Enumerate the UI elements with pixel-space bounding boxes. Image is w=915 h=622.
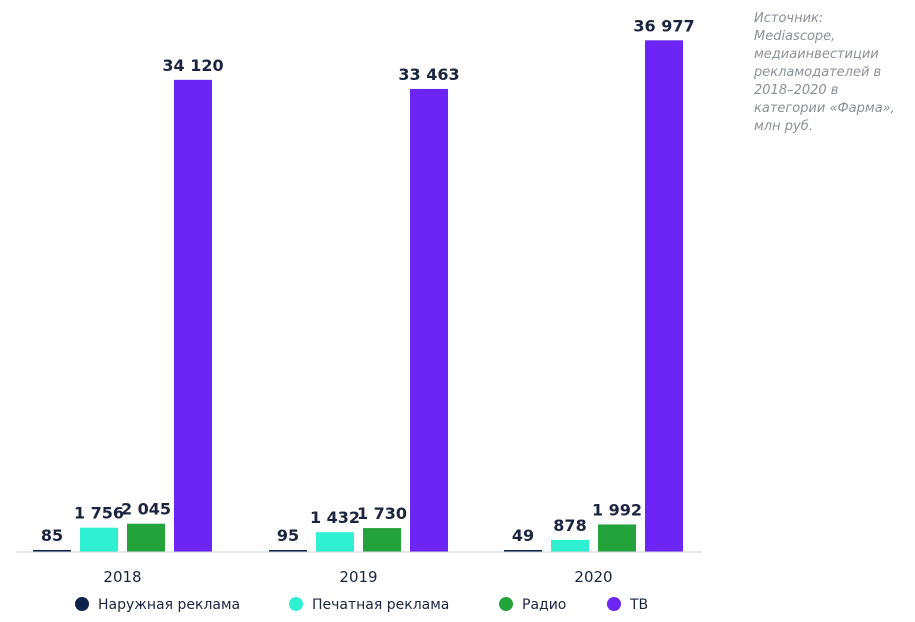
value-label-2018-1: 85 (41, 526, 63, 545)
legend-label-2: Печатная реклама (312, 597, 449, 613)
x-tick-2020: 2020 (574, 568, 612, 586)
value-label-2019-1: 95 (277, 526, 299, 545)
legend: Наружная реклама Печатная реклама Радио ТВ (75, 597, 648, 613)
x-tick-2018: 2018 (103, 568, 141, 586)
value-label-2019-3: 1 730 (357, 504, 407, 523)
x-tick-2019: 2019 (339, 568, 377, 586)
value-label-2020-2: 878 (553, 516, 586, 535)
bar-2020-4 (645, 40, 683, 553)
bar-2020-2 (551, 539, 589, 552)
value-label-2020-3: 1 992 (592, 500, 642, 519)
bar-2018-2 (80, 527, 118, 552)
value-label-2019-2: 1 432 (310, 508, 360, 527)
value-label-2020-4: 36 977 (633, 16, 694, 35)
bar-2019-1 (269, 550, 307, 552)
bar-2018-4 (174, 79, 212, 553)
bar-2018-3 (127, 523, 165, 552)
bar-2018-1 (33, 550, 71, 552)
bar-2019-3 (363, 528, 401, 552)
legend-label-1: Наружная реклама (98, 597, 240, 613)
value-label-2018-2: 1 756 (74, 504, 124, 523)
legend-label-3: Радио (522, 597, 566, 613)
bars-layer (33, 40, 683, 553)
legend-marker-4 (607, 597, 621, 611)
value-label-2018-4: 34 120 (162, 56, 223, 75)
legend-marker-2 (289, 597, 303, 611)
bar-2020-1 (504, 550, 542, 552)
bar-2020-3 (598, 524, 636, 552)
legend-label-4: ТВ (629, 597, 648, 613)
value-label-2018-3: 2 045 (121, 500, 171, 519)
legend-marker-1 (75, 597, 89, 611)
legend-marker-3 (499, 597, 513, 611)
x-axis-tick-labels: 2018 2019 2020 (103, 568, 612, 586)
bar-2019-4 (410, 88, 448, 553)
source-note: Источник: Mediascope, медиаинвестиции ре… (754, 11, 895, 134)
value-label-2019-4: 33 463 (398, 65, 459, 84)
bar-2019-2 (316, 532, 354, 552)
value-label-2020-1: 49 (512, 526, 534, 545)
